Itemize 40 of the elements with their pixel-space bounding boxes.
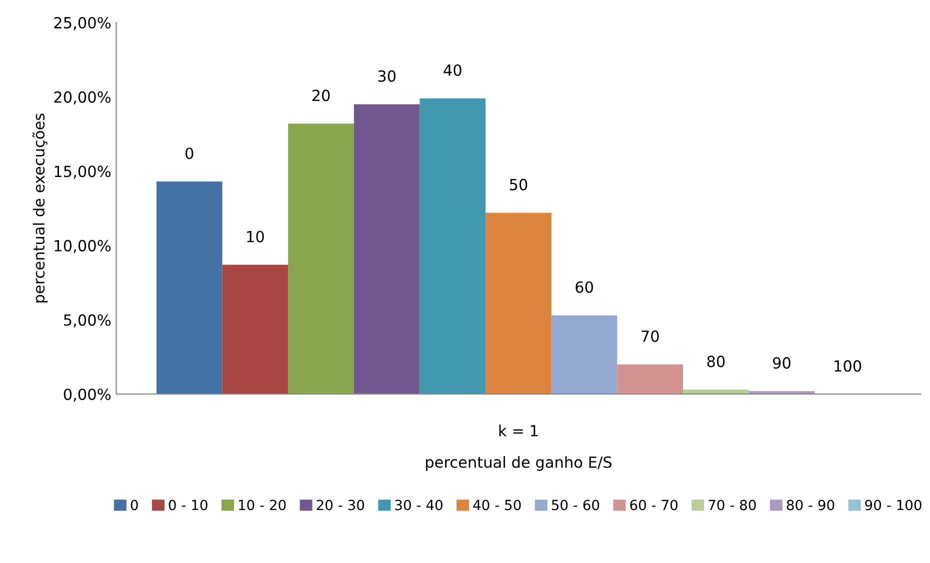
y-tick-label: 0,00% [64, 388, 111, 402]
bar [156, 182, 222, 394]
y-tick-label: 5,00% [64, 314, 111, 328]
legend-label: 0 - 10 [168, 500, 208, 510]
legend-label: 60 - 70 [630, 500, 678, 510]
annotation: 20 [312, 90, 330, 102]
legend-label: 80 - 90 [786, 500, 834, 510]
bar [288, 124, 354, 394]
annotation: 60 [576, 281, 593, 293]
y-tick-label: 10,00% [54, 240, 111, 254]
annotation: 10 [247, 230, 264, 242]
legend-label: 0 [130, 500, 138, 510]
legend-label: 90 - 100 [865, 500, 922, 510]
bar [617, 364, 684, 394]
y-tick-label: 15,00% [54, 166, 111, 179]
bar [222, 264, 288, 394]
legend-label: 30 - 40 [395, 500, 442, 510]
annotation: 80 [707, 356, 725, 368]
x-tick-label: k = 1 [499, 424, 538, 436]
y-tick-label: 25,00% [54, 16, 111, 30]
annotation: 0 [186, 148, 194, 160]
bar [551, 315, 618, 394]
bar [486, 212, 552, 394]
annotation: 40 [444, 64, 462, 76]
y-tick-label: 20,00% [54, 91, 111, 104]
annotation: 100 [834, 360, 862, 372]
annotation: 30 [378, 70, 396, 82]
legend-label: 10 - 20 [238, 500, 286, 510]
annotation: 70 [642, 330, 659, 342]
legend-label: 50 - 60 [552, 500, 600, 510]
legend-label: 40 - 50 [473, 500, 521, 510]
legend-label: 20 - 30 [316, 500, 364, 510]
bar [683, 390, 749, 394]
x-axis-title: percentual de ganho E/S [426, 456, 612, 471]
annotation: 50 [510, 178, 528, 190]
bar [354, 104, 420, 394]
y-axis-title: percentual de execuções [32, 114, 48, 302]
bar [420, 98, 486, 394]
annotation: 90 [772, 357, 790, 369]
legend-label: 70 - 80 [708, 500, 756, 510]
